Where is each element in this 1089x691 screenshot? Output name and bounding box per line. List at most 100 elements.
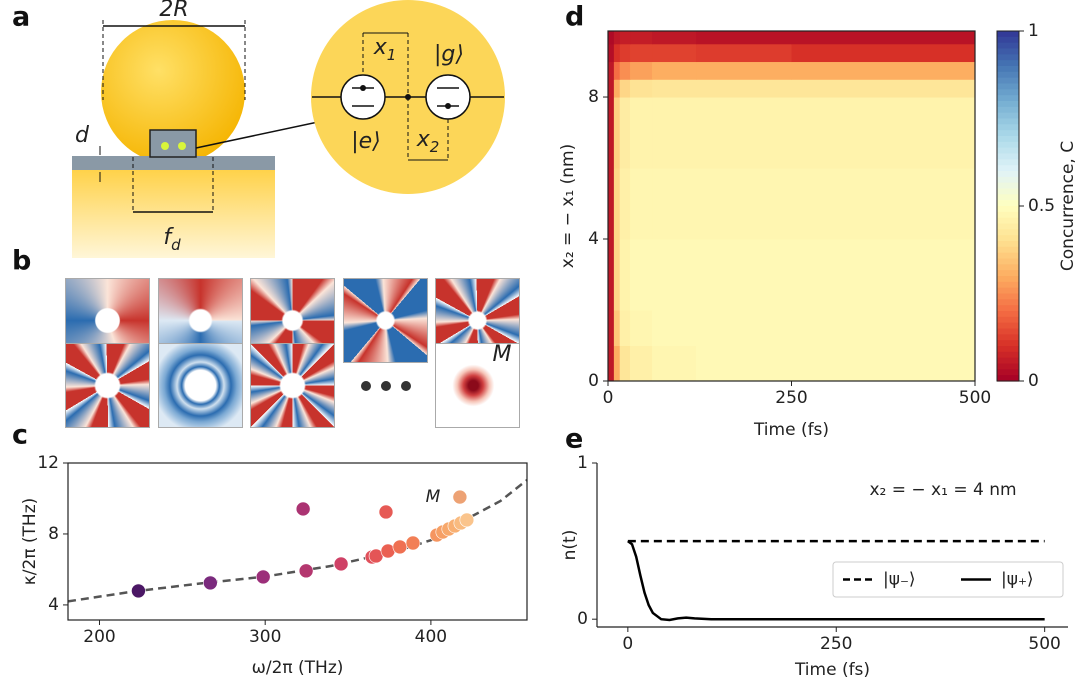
legend-label: |ψ₋⟩ — [883, 570, 916, 590]
heat-cell — [614, 31, 620, 44]
heat-cell — [792, 168, 976, 239]
colorbar-segment — [997, 334, 1019, 340]
heat-cell — [696, 239, 792, 310]
colorbar-segment — [997, 224, 1019, 230]
x-axis-label: Time (fs) — [753, 420, 829, 440]
x-tick-label: 500 — [959, 388, 991, 408]
colorbar-segment — [997, 130, 1019, 136]
mode-point — [393, 540, 407, 554]
colorbar-segment — [997, 340, 1019, 346]
colorbar-segment — [997, 305, 1019, 311]
colorbar-segment — [997, 31, 1019, 37]
y-tick-label: 4 — [48, 595, 59, 615]
colorbar-segment — [997, 299, 1019, 305]
mode-point — [460, 513, 474, 527]
heat-cell — [792, 310, 976, 346]
colorbar-segment — [997, 154, 1019, 160]
colorbar-segment — [997, 247, 1019, 253]
colorbar-segment — [997, 159, 1019, 165]
y-axis-label: n(t) — [560, 530, 580, 561]
heat-cell — [630, 346, 653, 382]
heat-cell — [792, 79, 976, 97]
heat-cell — [652, 62, 697, 80]
colorbar-segment — [997, 43, 1019, 49]
colorbar-segment — [997, 311, 1019, 317]
heat-cell — [696, 44, 792, 62]
heat-cell — [652, 239, 697, 310]
heat-cell — [614, 168, 620, 239]
heat-cell — [630, 97, 653, 168]
x-tick-label: 0 — [622, 634, 633, 654]
colorbar-segment — [997, 124, 1019, 130]
heat-cell — [652, 31, 697, 44]
heat-cell — [608, 310, 614, 346]
heat-cell — [792, 97, 976, 168]
heat-cell — [608, 79, 614, 97]
heat-cell — [620, 310, 631, 346]
colorbar-segment — [997, 346, 1019, 352]
mode-point — [203, 576, 217, 590]
heat-cell — [620, 44, 631, 62]
heat-cell — [696, 168, 792, 239]
heat-cell — [696, 97, 792, 168]
heat-cell — [608, 62, 614, 80]
x-tick-label: 200 — [83, 627, 115, 647]
colorbar-segment — [997, 276, 1019, 282]
heat-cell — [652, 310, 697, 346]
y-tick-label: 12 — [37, 453, 59, 473]
figure: a b c d e 2R d fd x1 — [0, 0, 1089, 691]
heat-cell — [652, 346, 697, 382]
heat-cell — [630, 310, 653, 346]
heat-cell — [630, 239, 653, 310]
colorbar-segment — [997, 136, 1019, 142]
heat-cell — [696, 31, 792, 44]
heat-cell — [652, 79, 697, 97]
colorbar-segment — [997, 270, 1019, 276]
x-axis-label: ω/2π (THz) — [252, 658, 344, 678]
y-tick-label: 8 — [588, 87, 599, 107]
colorbar-segment — [997, 264, 1019, 270]
overlay: M M2003004004812ω/2π (THz)κ/2π (THz)00.5… — [0, 0, 1089, 691]
colorbar-tick-label: 0 — [1028, 371, 1039, 391]
colorbar-segment — [997, 364, 1019, 370]
colorbar-segment — [997, 229, 1019, 235]
heat-cell — [792, 62, 976, 80]
heat-cell — [614, 44, 620, 62]
heat-cell — [696, 346, 792, 382]
heat-cell — [792, 239, 976, 310]
colorbar-segment — [997, 107, 1019, 113]
heat-cell — [630, 79, 653, 97]
y-tick-label: 0 — [577, 609, 588, 629]
colorbar-segment — [997, 183, 1019, 189]
y-tick-label: 0 — [588, 371, 599, 391]
colorbar-segment — [997, 241, 1019, 247]
annotation: M — [426, 487, 441, 507]
mode-label: M — [493, 342, 512, 367]
heat-cell — [620, 79, 631, 97]
heat-cell — [652, 168, 697, 239]
heat-cell — [608, 168, 614, 239]
x-tick-label: 300 — [249, 627, 281, 647]
y-axis-label: κ/2π (THz) — [20, 498, 40, 586]
colorbar-segment — [997, 329, 1019, 335]
heat-cell — [630, 168, 653, 239]
colorbar-segment — [997, 113, 1019, 119]
heat-cell — [614, 346, 620, 382]
y-tick-label: 8 — [48, 524, 59, 544]
heat-cell — [630, 44, 653, 62]
mode-point — [131, 584, 145, 598]
colorbar-segment — [997, 259, 1019, 265]
heat-cell — [614, 62, 620, 80]
heat-cell — [696, 79, 792, 97]
heat-cell — [608, 44, 614, 62]
colorbar-segment — [997, 89, 1019, 95]
colorbar-tick-label: 1 — [1028, 21, 1039, 41]
heat-cell — [792, 346, 976, 382]
colorbar-segment — [997, 358, 1019, 364]
heat-cell — [696, 310, 792, 346]
x-tick-label: 250 — [775, 388, 807, 408]
heat-cell — [630, 62, 653, 80]
x-tick-label: 0 — [603, 388, 614, 408]
colorbar-segment — [997, 189, 1019, 195]
heat-cell — [608, 239, 614, 310]
